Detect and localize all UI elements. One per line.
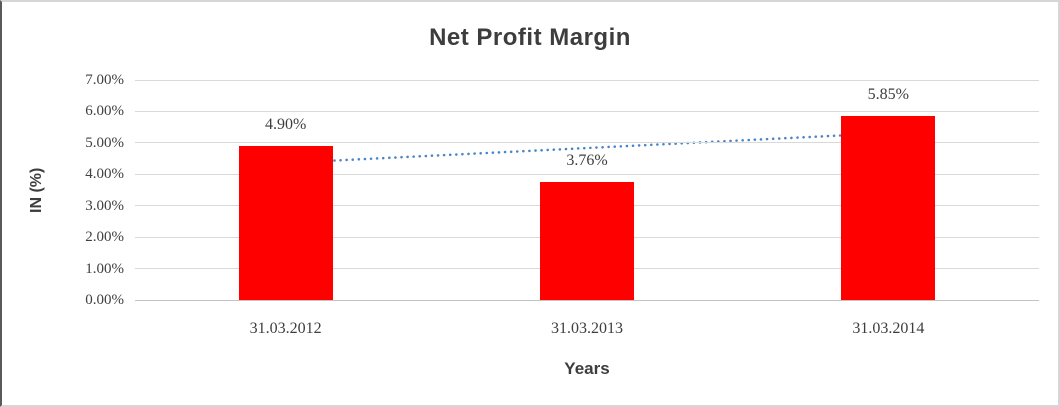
x-axis-title: Years — [564, 359, 610, 378]
x-category-label: 31.03.2014 — [852, 320, 925, 337]
gridline — [135, 142, 1039, 144]
y-tick-label: 5.00% — [85, 134, 124, 151]
bar-value-label: 4.90% — [264, 116, 307, 133]
bar-value-label: 3.76% — [566, 151, 608, 169]
y-tick-label: 4.00% — [85, 166, 124, 183]
gridline — [135, 173, 1039, 175]
y-tick-label: 0.00% — [85, 292, 124, 308]
y-tick-label: 2.00% — [85, 229, 124, 246]
bar-value-label: 5.85% — [867, 86, 909, 104]
bar — [841, 116, 936, 300]
gridline — [135, 110, 1039, 112]
plot-area — [135, 79, 1039, 301]
x-axis-line — [135, 299, 1039, 301]
y-tick-label: 6.00% — [85, 103, 124, 120]
y-tick-label: 1.00% — [85, 260, 124, 277]
bar — [238, 146, 333, 300]
bar — [540, 181, 634, 300]
gridline — [135, 79, 1039, 81]
chart-title: Net Profit Margin — [429, 24, 631, 51]
y-axis-title: IN (%) — [28, 167, 45, 213]
x-category-label: 31.03.2012 — [249, 320, 322, 337]
x-category-label: 31.03.2013 — [551, 320, 623, 337]
y-tick-label: 3.00% — [85, 197, 124, 214]
y-tick-label: 7.00% — [85, 72, 124, 88]
